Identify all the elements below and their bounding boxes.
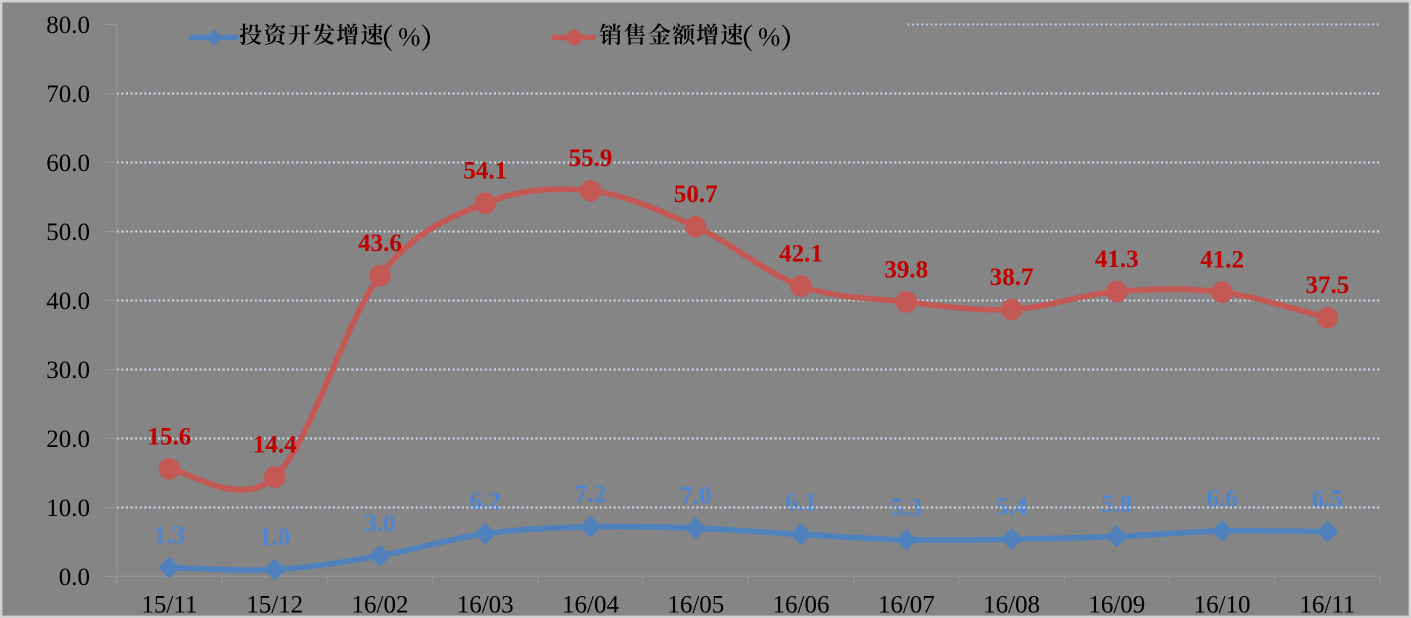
svg-text:0.0: 0.0 [59,564,90,591]
svg-text:20.0: 20.0 [46,426,90,453]
svg-text:70.0: 70.0 [46,81,90,108]
svg-text:5.8: 5.8 [1101,491,1132,518]
svg-text:41.3: 41.3 [1095,246,1139,273]
svg-text:42.1: 42.1 [779,240,823,267]
svg-text:50.0: 50.0 [46,219,90,246]
svg-text:50.7: 50.7 [674,181,718,208]
svg-text:16/03: 16/03 [457,592,514,618]
svg-text:16/04: 16/04 [562,592,619,618]
svg-text:3.0: 3.0 [364,510,395,537]
svg-text:80.0: 80.0 [46,12,90,39]
svg-text:16/05: 16/05 [667,592,724,618]
svg-text:39.8: 39.8 [884,256,928,283]
svg-text:40.0: 40.0 [46,288,90,315]
svg-text:6.5: 6.5 [1312,486,1343,513]
svg-text:6.1: 6.1 [785,489,816,516]
svg-text:43.6: 43.6 [358,230,402,257]
svg-text:55.9: 55.9 [569,145,613,172]
svg-text:7.0: 7.0 [680,483,711,510]
svg-text:54.1: 54.1 [463,158,507,185]
svg-text:16/09: 16/09 [1088,592,1145,618]
svg-text:37.5: 37.5 [1306,272,1350,299]
svg-text:38.7: 38.7 [990,264,1034,291]
svg-text:16/10: 16/10 [1194,592,1251,618]
svg-text:41.2: 41.2 [1200,247,1244,274]
svg-text:15.6: 15.6 [148,423,192,450]
svg-text:15/12: 15/12 [246,592,303,618]
svg-text:7.2: 7.2 [575,481,606,508]
svg-text:10.0: 10.0 [46,495,90,522]
svg-text:16/07: 16/07 [878,592,935,618]
svg-text:16/11: 16/11 [1299,592,1355,618]
svg-text:6.2: 6.2 [470,488,501,515]
svg-text:30.0: 30.0 [46,357,90,384]
svg-text:14.4: 14.4 [253,432,297,459]
svg-text:60.0: 60.0 [46,150,90,177]
svg-text:1.0: 1.0 [259,524,290,551]
svg-text:16/08: 16/08 [983,592,1040,618]
svg-text:16/02: 16/02 [352,592,409,618]
svg-text:15/11: 15/11 [141,592,197,618]
svg-text:1.3: 1.3 [154,522,185,549]
svg-text:16/06: 16/06 [773,592,830,618]
